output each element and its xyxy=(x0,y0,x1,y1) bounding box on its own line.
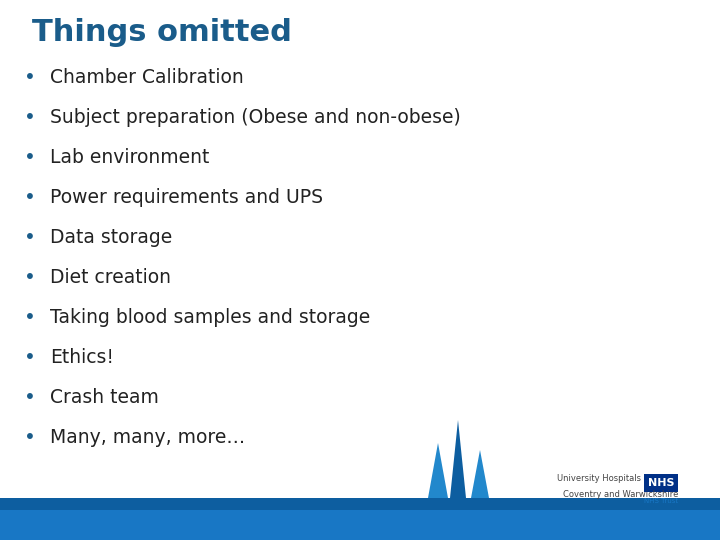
Text: Ethics!: Ethics! xyxy=(50,348,114,367)
Text: Chamber Calibration: Chamber Calibration xyxy=(50,68,244,87)
Text: Crash team: Crash team xyxy=(50,388,159,407)
Text: •: • xyxy=(24,308,36,327)
Text: •: • xyxy=(24,388,36,407)
Text: •: • xyxy=(24,428,36,447)
Polygon shape xyxy=(471,450,489,498)
Text: •: • xyxy=(24,188,36,207)
Text: Diet creation: Diet creation xyxy=(50,268,171,287)
Polygon shape xyxy=(428,443,448,498)
Text: •: • xyxy=(24,68,36,87)
Text: NHS Trust: NHS Trust xyxy=(644,498,678,504)
Polygon shape xyxy=(450,420,466,498)
Text: Many, many, more…: Many, many, more… xyxy=(50,428,245,447)
Text: Lab environment: Lab environment xyxy=(50,148,210,167)
Text: Taking blood samples and storage: Taking blood samples and storage xyxy=(50,308,370,327)
Bar xyxy=(0,498,720,510)
Text: NHS: NHS xyxy=(648,478,674,488)
Text: •: • xyxy=(24,228,36,247)
Text: Things omitted: Things omitted xyxy=(32,18,292,47)
Text: Data storage: Data storage xyxy=(50,228,172,247)
Text: Subject preparation (Obese and non-obese): Subject preparation (Obese and non-obese… xyxy=(50,108,461,127)
Text: Coventry and Warwickshire: Coventry and Warwickshire xyxy=(562,490,678,499)
Text: University Hospitals: University Hospitals xyxy=(557,474,641,483)
Text: •: • xyxy=(24,108,36,127)
Text: •: • xyxy=(24,268,36,287)
Text: Power requirements and UPS: Power requirements and UPS xyxy=(50,188,323,207)
Bar xyxy=(644,474,678,492)
Text: •: • xyxy=(24,348,36,367)
Bar xyxy=(0,498,720,540)
Text: •: • xyxy=(24,148,36,167)
